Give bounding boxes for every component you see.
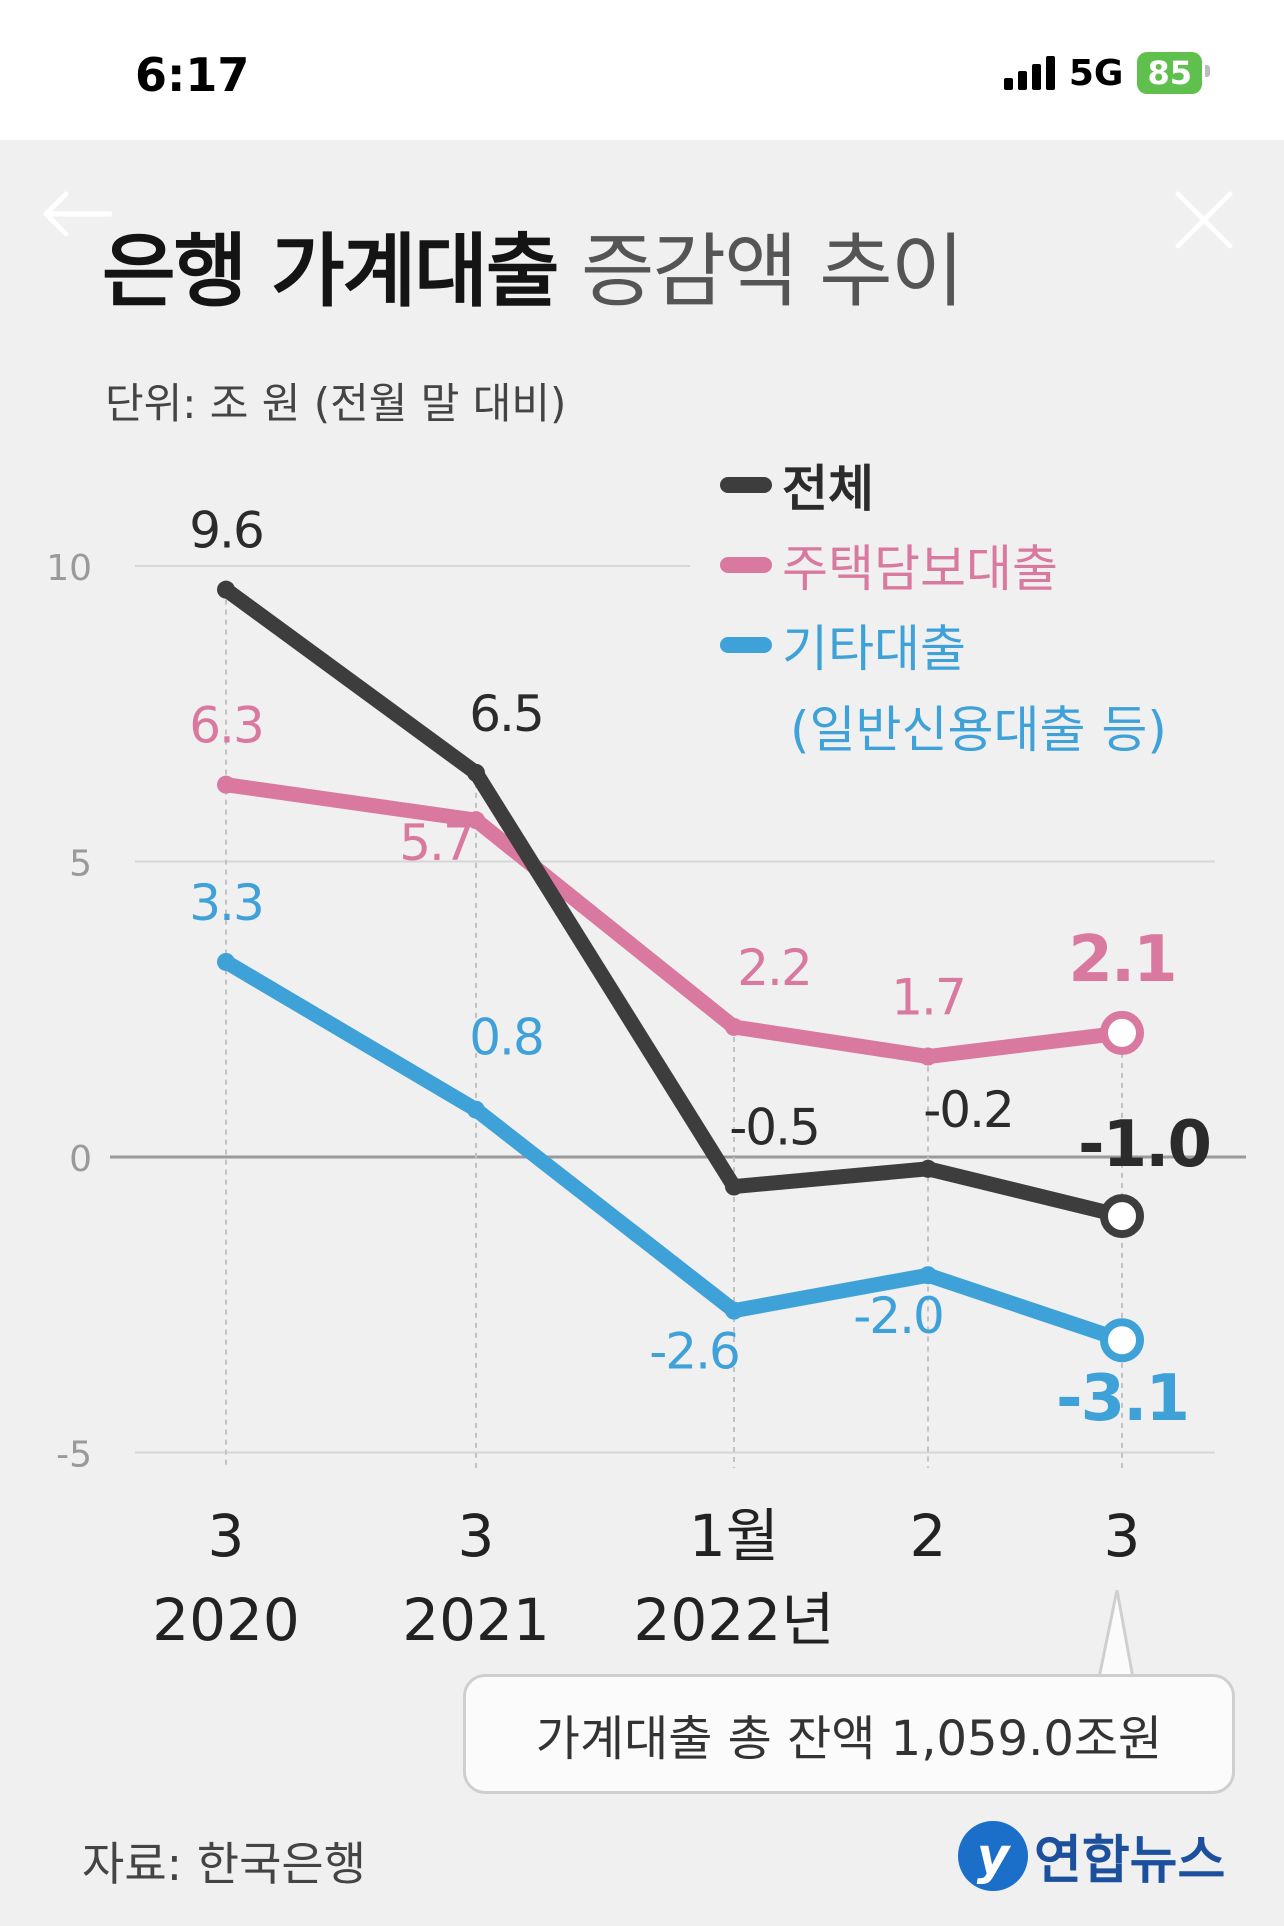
data-label: -0.5 (729, 1099, 819, 1157)
legend-label: 기타대출 (782, 620, 966, 678)
status-time: 6:17 (135, 48, 250, 102)
signal-icon (1003, 56, 1055, 90)
data-label: 5.7 (399, 814, 473, 872)
chart-title-light: 증감액 추이 (580, 225, 964, 318)
data-label: -2.0 (853, 1287, 943, 1345)
legend-label: 전체 (782, 460, 874, 518)
data-point-end (1100, 1010, 1144, 1055)
data-label: 2.1 (1068, 923, 1175, 997)
data-point (217, 952, 235, 971)
data-point (919, 1047, 937, 1066)
battery-icon: 85 (1137, 52, 1210, 94)
legend-label: 주택담보대출 (782, 540, 1058, 598)
logo-text: 연합뉴스 (1034, 1831, 1226, 1891)
logo-mark: y (958, 1820, 1028, 1891)
back-arrow-icon[interactable] (40, 190, 112, 238)
data-label: 6.5 (469, 685, 543, 743)
data-label: -3.1 (1056, 1362, 1188, 1436)
data-label: 6.3 (189, 697, 263, 755)
unit-label: 단위: 조 원 (전월 말 대비) (105, 379, 567, 428)
x-tick-year: 2022년 (634, 1586, 835, 1654)
data-point-end (1100, 1318, 1144, 1363)
network-type: 5G (1068, 52, 1124, 94)
x-tick-year: 2021 (402, 1586, 550, 1654)
data-point (217, 775, 235, 794)
data-label: 9.6 (189, 502, 263, 560)
yonhap-logo: y 연합뉴스 (958, 1818, 1225, 1893)
legend-item: 전체 (720, 445, 1058, 525)
legend-item: 기타대출 (720, 605, 1058, 685)
total-balance-callout: 가계대출 총 잔액 1,059.0조원 (463, 1674, 1235, 1794)
data-point (725, 1301, 743, 1320)
data-label: 0.8 (469, 1009, 543, 1067)
x-tick-year: 2020 (152, 1586, 300, 1654)
status-bar: 6:17 5G 85 (0, 0, 1284, 140)
data-label: 3.3 (189, 874, 263, 932)
source-label: 자료: 한국은행 (82, 1837, 367, 1891)
data-label: 2.2 (737, 939, 811, 997)
callout-pointer (1097, 1590, 1135, 1680)
close-icon[interactable] (1172, 188, 1236, 252)
data-point (217, 580, 235, 599)
data-point (919, 1266, 937, 1285)
data-point (467, 811, 485, 830)
x-tick-label: 3 (458, 1502, 495, 1570)
chart-title-bold: 은행 가계대출 (102, 225, 559, 318)
legend-swatch (720, 637, 772, 653)
data-label: 1.7 (891, 969, 965, 1027)
data-label: -2.6 (649, 1323, 739, 1381)
legend-subtitle: (일반신용대출 등) (790, 701, 1167, 759)
x-tick-label: 3 (208, 1502, 245, 1570)
legend-swatch (720, 557, 772, 573)
y-tick-label: -5 (56, 1435, 92, 1476)
data-point (725, 1177, 743, 1196)
data-point (725, 1017, 743, 1036)
legend-swatch (720, 477, 772, 493)
data-point-end (1100, 1194, 1144, 1239)
series-line (218, 777, 1130, 1065)
data-label: -1.0 (1078, 1108, 1210, 1182)
x-tick-label: 2 (910, 1502, 947, 1570)
data-point (467, 763, 485, 782)
x-tick-label: 1월 (689, 1502, 779, 1570)
y-tick-label: 0 (69, 1139, 92, 1180)
status-indicators: 5G 85 (1003, 52, 1210, 94)
x-tick-label: 3 (1104, 1502, 1141, 1570)
data-point (467, 1100, 485, 1119)
y-tick-label: 5 (69, 844, 92, 885)
data-label: -0.2 (923, 1081, 1013, 1139)
data-point (919, 1159, 937, 1178)
chart-title: 은행 가계대출 증감액 추이 (102, 222, 964, 322)
y-tick-label: 10 (46, 548, 92, 589)
legend-item: 주택담보대출 (720, 525, 1058, 605)
series-line (218, 954, 1130, 1348)
